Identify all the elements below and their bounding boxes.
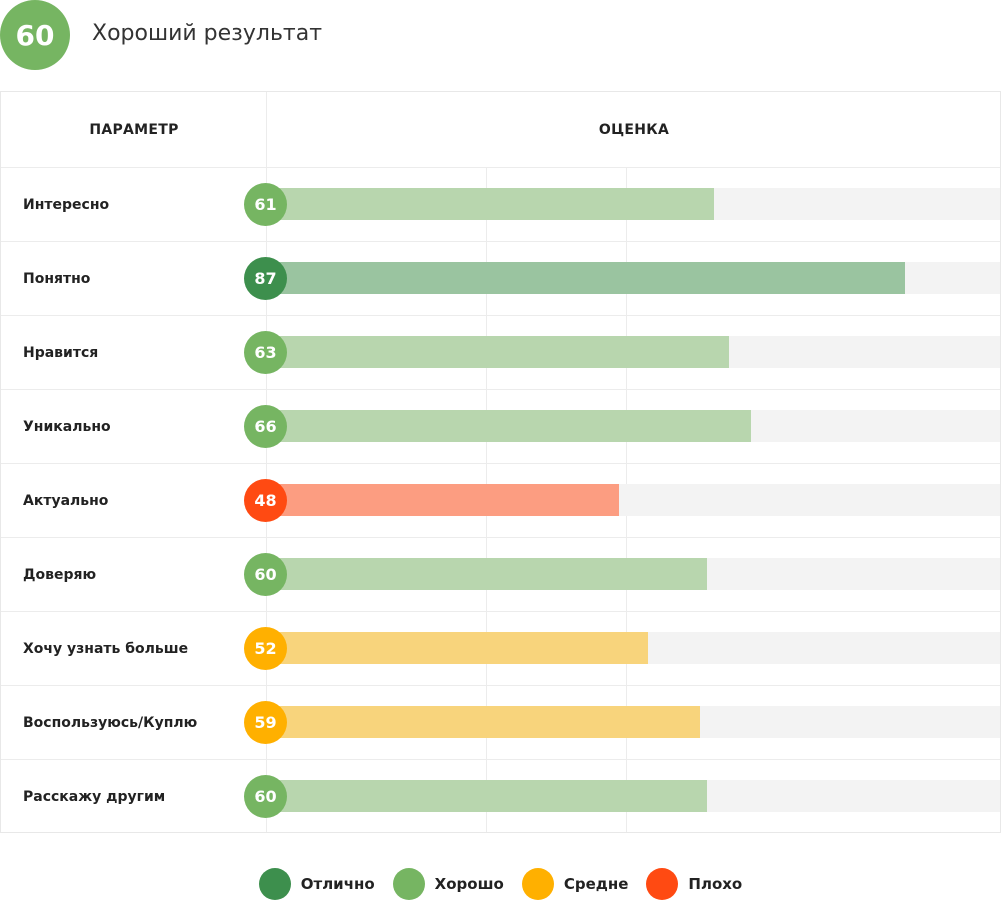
table-row: Воспользуюсь/Куплю 59 bbox=[1, 686, 1000, 760]
parameter-label: Актуально bbox=[23, 493, 109, 509]
score-value-badge: 60 bbox=[244, 553, 287, 596]
legend: Отлично Хорошо Средне Плохо bbox=[0, 866, 1001, 900]
legend-swatch bbox=[521, 868, 554, 900]
column-header-parameter: ПАРАМЕТР bbox=[89, 121, 179, 138]
overall-score-badge: 60 bbox=[0, 0, 70, 70]
table-row: Расскажу другим 60 bbox=[1, 760, 1000, 834]
column-divider bbox=[266, 92, 267, 832]
score-value-badge: 52 bbox=[244, 627, 287, 670]
score-value-badge: 48 bbox=[244, 479, 287, 522]
legend-item-good: Хорошо bbox=[392, 868, 504, 900]
score-bar bbox=[266, 410, 752, 442]
score-bar-track bbox=[266, 780, 1000, 812]
score-bar bbox=[266, 780, 707, 812]
score-bar-track bbox=[266, 410, 1000, 442]
parameter-label: Понятно bbox=[23, 271, 91, 287]
legend-label: Отлично bbox=[300, 875, 375, 893]
score-value-badge: 61 bbox=[244, 183, 287, 226]
legend-swatch bbox=[392, 868, 425, 900]
parameter-label: Нравится bbox=[23, 345, 99, 361]
score-bar-track bbox=[266, 484, 1000, 516]
score-value-badge: 59 bbox=[244, 701, 287, 744]
legend-label: Плохо bbox=[688, 875, 743, 893]
score-value-badge: 66 bbox=[244, 405, 287, 448]
table-row: Понятно 87 bbox=[1, 242, 1000, 316]
score-bar-track bbox=[266, 558, 1000, 590]
column-header-score: ОЦЕНКА bbox=[598, 121, 670, 138]
score-bar bbox=[266, 262, 906, 294]
table-row: Доверяю 60 bbox=[1, 538, 1000, 612]
score-bar-track bbox=[266, 262, 1000, 294]
table-row: Нравится 63 bbox=[1, 316, 1000, 390]
score-table: ПАРАМЕТР ОЦЕНКА Интересно 61 Понятно 87 Нрав… bbox=[0, 91, 1001, 833]
parameter-label: Расскажу другим bbox=[23, 789, 166, 805]
legend-item-excellent: Отлично bbox=[258, 868, 375, 900]
header-divider bbox=[1, 167, 1000, 168]
legend-item-bad: Плохо bbox=[646, 868, 742, 900]
parameter-label: Доверяю bbox=[23, 567, 97, 583]
table-row: Хочу узнать больше 52 bbox=[1, 612, 1000, 686]
score-bar bbox=[266, 336, 730, 368]
parameter-label: Хочу узнать больше bbox=[23, 641, 189, 657]
score-bar bbox=[266, 558, 707, 590]
table-row: Уникально 66 bbox=[1, 390, 1000, 464]
score-bar bbox=[266, 484, 619, 516]
table-row: Актуально 48 bbox=[1, 464, 1000, 538]
score-bar bbox=[266, 706, 700, 738]
legend-swatch bbox=[258, 868, 291, 900]
score-bar-track bbox=[266, 188, 1000, 220]
score-bar bbox=[266, 188, 715, 220]
overall-score-title: Хороший результат bbox=[92, 21, 323, 46]
score-value-badge: 63 bbox=[244, 331, 287, 374]
parameter-label: Уникально bbox=[23, 419, 111, 435]
legend-swatch bbox=[646, 868, 679, 900]
parameter-label: Интересно bbox=[23, 197, 110, 213]
score-bar-track bbox=[266, 632, 1000, 664]
table-row: Интересно 61 bbox=[1, 168, 1000, 242]
legend-label: Средне bbox=[563, 875, 629, 893]
legend-label: Хорошо bbox=[434, 875, 504, 893]
score-bar-track bbox=[266, 706, 1000, 738]
score-value-badge: 87 bbox=[244, 257, 287, 300]
score-bar-track bbox=[266, 336, 1000, 368]
score-value-badge: 60 bbox=[244, 775, 287, 818]
parameter-label: Воспользуюсь/Куплю bbox=[23, 715, 198, 731]
score-bar bbox=[266, 632, 649, 664]
legend-item-average: Средне bbox=[521, 868, 629, 900]
